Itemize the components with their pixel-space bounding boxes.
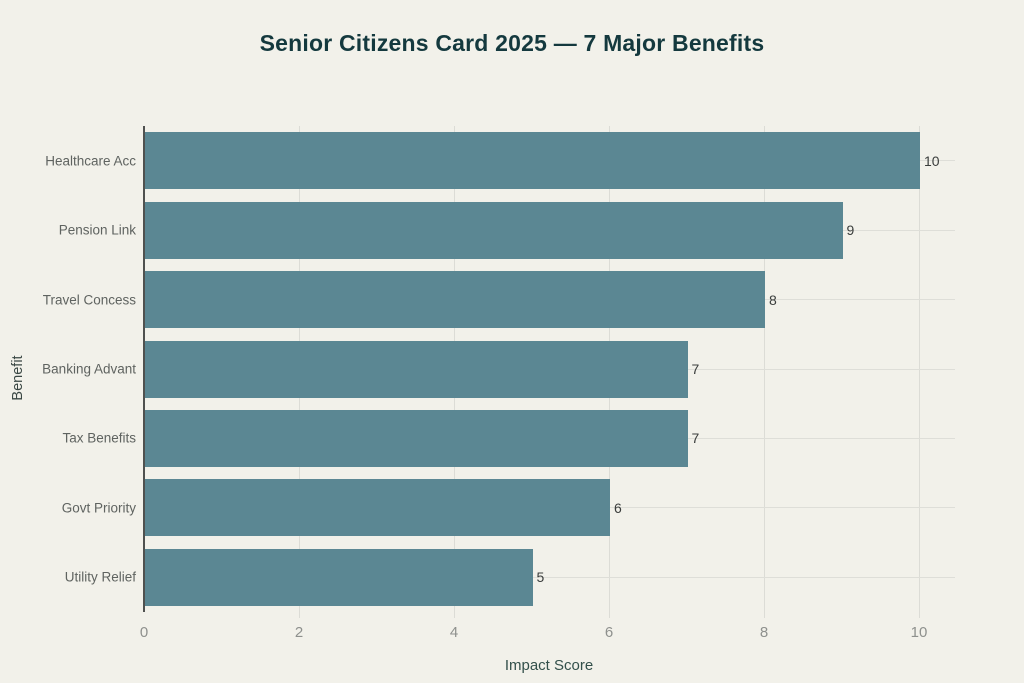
x-tick-label: 10 [910,624,928,641]
x-gridline [919,126,920,618]
category-label-utility-relief: Utility Relief [64,569,136,585]
value-label-pension-link: 9 [846,222,855,239]
bar-healthcare-acc [145,132,920,190]
x-tick-label: 8 [759,624,769,641]
plot-area: 0 2 4 6 8 10 Healthcare Acc 10 Pension Link 9 Trav… [42,126,955,641]
y-axis-label: Benefit [10,355,26,401]
category-label-banking-advant: Banking Advant [42,361,136,377]
bar-banking-advant [145,340,688,398]
bar-pension-link [145,201,843,259]
value-label-govt-priority: 6 [614,499,622,516]
x-gridline [764,126,765,618]
category-label-travel-concess: Travel Concess [42,292,136,308]
value-label-healthcare-acc: 10 [924,152,940,169]
bar-utility-relief [145,548,533,606]
y-gridline [145,576,955,578]
x-tick-label: 0 [139,624,149,641]
chart-title: Senior Citizens Card 2025 — 7 Major Bene… [259,30,765,56]
bar-govt-priority [145,479,610,537]
x-tick-label: 4 [449,624,459,641]
x-tick-label: 2 [294,624,304,641]
x-axis-label: Impact Score [504,657,594,674]
x-tick-label: 6 [604,624,614,641]
category-label-healthcare-acc: Healthcare Acc [45,153,136,169]
bar-travel-concess [145,271,765,329]
category-label-pension-link: Pension Link [58,222,136,238]
bar-tax-benefits [145,409,688,467]
category-label-tax-benefits: Tax Benefits [62,430,136,446]
value-label-banking-advant: 7 [691,361,700,377]
value-label-utility-relief: 5 [536,569,545,586]
value-label-travel-concess: 8 [769,291,777,308]
category-label-govt-priority: Govt Priority [61,500,136,516]
value-label-tax-benefits: 7 [691,430,700,447]
